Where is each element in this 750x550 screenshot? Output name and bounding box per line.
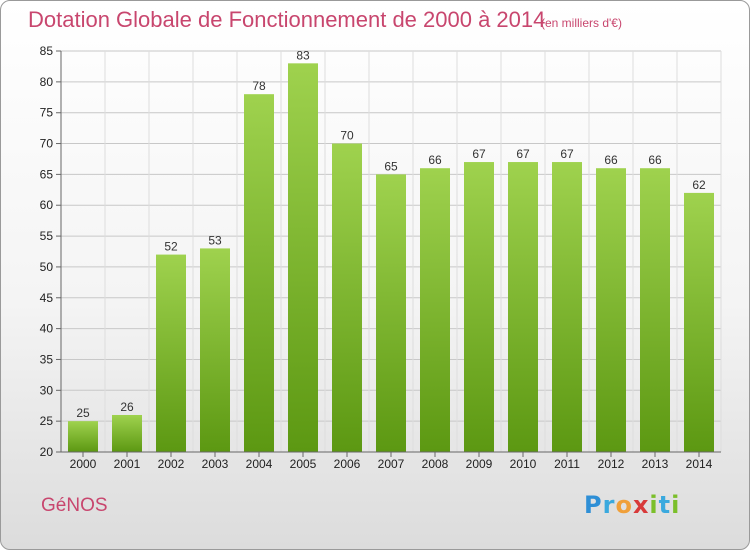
chart-title: Dotation Globale de Fonctionnement de 20… [28, 7, 546, 32]
y-tick-label: 30 [40, 383, 54, 397]
x-tick-label: 2012 [598, 457, 625, 471]
y-tick-label: 50 [40, 260, 54, 274]
bar [200, 248, 230, 452]
x-tick-label: 2001 [114, 457, 141, 471]
x-tick-label: 2013 [642, 457, 669, 471]
data-label: 66 [648, 153, 662, 167]
y-tick-label: 60 [40, 198, 54, 212]
bar [552, 162, 582, 453]
data-label: 67 [516, 147, 530, 161]
logo-letter: t [658, 491, 672, 519]
logo-letter: i [649, 491, 659, 519]
x-tick-label: 2014 [686, 457, 713, 471]
bar [288, 63, 318, 452]
data-label: 67 [472, 147, 486, 161]
proxiti-logo: Proxiti [584, 491, 680, 519]
chart-unit-note: (en milliers d'€) [541, 16, 622, 30]
bar [464, 162, 494, 453]
bar [596, 168, 626, 452]
bar [112, 414, 142, 452]
logo-letter: r [602, 491, 616, 519]
logo-letter: i [671, 491, 681, 519]
bar [640, 168, 670, 452]
y-tick-label: 20 [40, 445, 54, 459]
x-tick-label: 2006 [334, 457, 361, 471]
data-label: 53 [208, 233, 222, 247]
bars [68, 63, 714, 453]
y-tick-label: 40 [40, 322, 54, 336]
data-label: 26 [120, 400, 134, 414]
y-tick-label: 45 [40, 291, 54, 305]
y-tick-label: 35 [40, 352, 54, 366]
x-tick-label: 2011 [554, 457, 580, 471]
data-label: 78 [252, 79, 266, 93]
bar [244, 94, 274, 452]
y-tick-label: 70 [40, 137, 54, 151]
bar [508, 162, 538, 453]
data-label: 83 [296, 48, 310, 62]
bar [684, 192, 714, 452]
x-tick-label: 2007 [378, 457, 405, 471]
x-tick-label: 2009 [466, 457, 493, 471]
data-label: 67 [560, 147, 574, 161]
x-tick-label: 2010 [510, 457, 537, 471]
bar [332, 143, 362, 453]
y-tick-label: 55 [40, 229, 54, 243]
data-label: 65 [384, 159, 398, 173]
logo-letter: P [584, 491, 603, 519]
x-tick-label: 2005 [290, 457, 317, 471]
y-tick-label: 85 [40, 44, 54, 58]
data-label: 70 [340, 129, 354, 143]
x-tick-label: 2000 [70, 457, 97, 471]
logo-letter: o [615, 491, 633, 519]
y-tick-label: 80 [40, 75, 54, 89]
axes [56, 50, 721, 457]
x-tick-label: 2003 [202, 457, 229, 471]
y-tick-label: 65 [40, 167, 54, 181]
x-tick-label: 2004 [246, 457, 273, 471]
data-label: 52 [164, 240, 178, 254]
data-label: 66 [604, 153, 618, 167]
bar [420, 168, 450, 452]
data-label: 62 [692, 178, 706, 192]
labels: 20 25 30 35 40 45 50 55 60 65 70 75 80 85 25 2000 26 2001… [40, 44, 713, 471]
bar [68, 421, 98, 452]
logo-letter: x [632, 491, 650, 519]
bar [156, 254, 186, 452]
data-label: 66 [428, 153, 442, 167]
data-label: 25 [76, 406, 90, 420]
y-tick-label: 25 [40, 414, 54, 428]
x-tick-label: 2002 [158, 457, 185, 471]
bar [376, 174, 406, 452]
x-tick-label: 2008 [422, 457, 449, 471]
y-tick-label: 75 [40, 106, 54, 120]
commune-name: GéNOS [41, 495, 108, 516]
